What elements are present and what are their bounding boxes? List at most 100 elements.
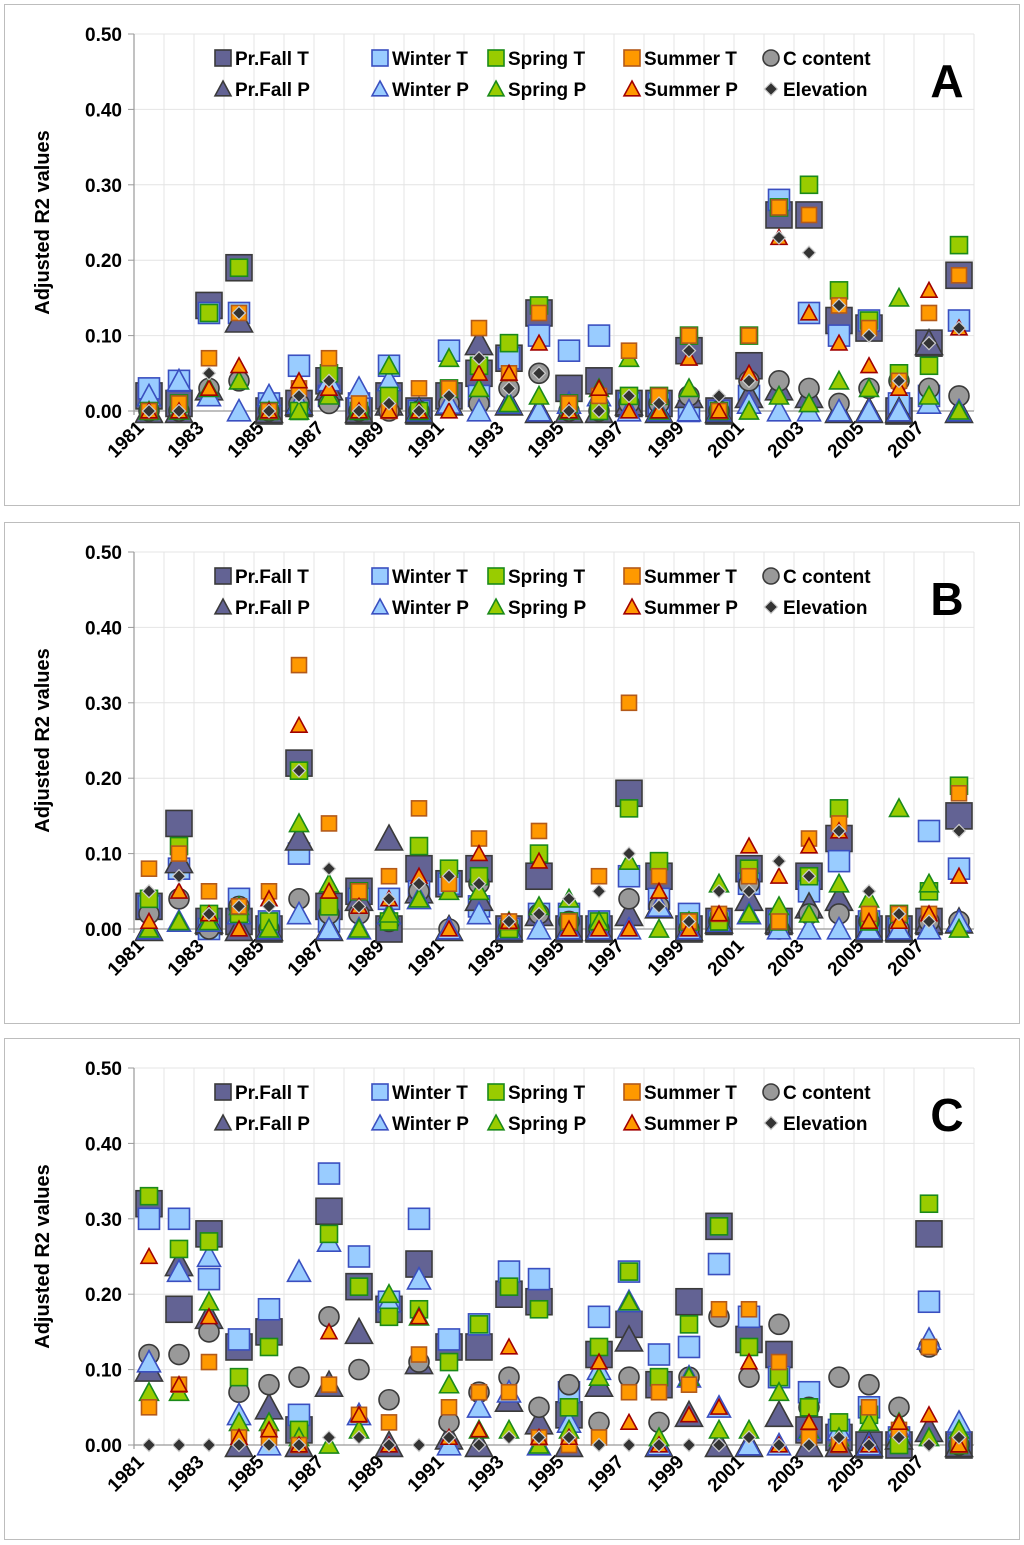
data-point	[619, 919, 639, 937]
data-point	[917, 1290, 941, 1314]
legend-label: C content	[783, 49, 871, 70]
x-tick-label: 2001	[704, 935, 749, 980]
legend-label: Elevation	[783, 1114, 867, 1135]
data-point	[531, 906, 547, 922]
data-point	[171, 868, 187, 884]
data-point	[409, 836, 429, 856]
data-point	[561, 403, 577, 419]
data-point	[317, 1162, 341, 1185]
data-point	[137, 1207, 161, 1231]
data-point	[527, 1267, 551, 1291]
legend-label: Winter P	[392, 1114, 469, 1135]
x-tick-label: 2005	[824, 417, 869, 462]
data-point	[915, 1220, 943, 1248]
data-point	[950, 266, 968, 284]
data-point	[199, 378, 219, 396]
data-point	[288, 812, 310, 833]
data-point	[441, 388, 457, 404]
data-point	[681, 1437, 697, 1453]
data-point	[315, 1197, 343, 1226]
legend-marker	[486, 597, 506, 615]
data-point	[587, 324, 611, 347]
data-point	[166, 1258, 192, 1283]
data-point	[799, 836, 819, 854]
data-point	[951, 320, 967, 336]
x-tick-label: 1993	[464, 418, 509, 463]
data-point	[680, 1376, 698, 1393]
legend-marker	[486, 79, 506, 97]
data-point	[799, 1412, 819, 1430]
data-point	[200, 882, 218, 900]
y-tick-label: 0.20	[85, 251, 122, 272]
data-point	[741, 373, 757, 389]
data-point	[681, 914, 697, 929]
data-point	[499, 1337, 519, 1355]
y-tick-label: 0.00	[85, 402, 122, 423]
x-tick-label: 1981	[104, 935, 149, 980]
data-point	[945, 802, 973, 830]
legend-label: Spring P	[508, 80, 586, 101]
data-point	[200, 349, 218, 367]
data-point	[771, 230, 787, 245]
data-point	[860, 1398, 878, 1416]
data-point	[141, 403, 157, 419]
legend-label: Winter T	[392, 567, 468, 588]
chart-panel-a: 0.00 0.10 0.20 0.30 0.40 0.50 1981 1983 1985 1987…	[4, 4, 1020, 506]
x-tick-label: 1991	[404, 1451, 449, 1496]
data-point	[411, 1437, 427, 1453]
data-point	[831, 298, 847, 313]
data-point	[441, 868, 457, 884]
data-point	[619, 799, 639, 818]
legend-marker	[213, 597, 233, 615]
data-point	[259, 1337, 279, 1357]
legend-marker	[763, 1115, 779, 1131]
y-tick-label: 0.20	[85, 1285, 122, 1306]
data-point	[321, 1430, 337, 1445]
data-point	[739, 836, 759, 854]
series-summer-t	[140, 656, 968, 930]
data-point	[374, 823, 404, 851]
legend-label: Pr.Fall P	[235, 1114, 310, 1135]
data-point	[170, 845, 188, 862]
data-point	[141, 883, 157, 899]
data-point	[288, 399, 310, 420]
data-point	[347, 1245, 371, 1268]
data-point	[831, 823, 847, 839]
data-point	[557, 339, 581, 362]
data-point	[948, 399, 970, 420]
data-point	[468, 377, 490, 398]
x-tick-label: 1995	[524, 1451, 569, 1496]
legend-marker	[371, 49, 389, 67]
data-point	[648, 917, 670, 938]
data-point	[469, 1315, 489, 1334]
data-point	[856, 397, 882, 422]
data-point	[346, 375, 372, 399]
data-point	[351, 403, 367, 419]
data-point	[470, 319, 488, 337]
data-point	[948, 917, 970, 938]
data-point	[531, 1430, 547, 1445]
data-point	[320, 815, 338, 832]
data-point	[710, 1300, 728, 1318]
data-point	[469, 843, 489, 862]
data-point	[769, 866, 789, 884]
data-point	[529, 1299, 549, 1319]
legend-marker	[762, 49, 780, 67]
data-point	[290, 656, 308, 674]
data-point	[349, 1405, 369, 1423]
data-point	[169, 1239, 189, 1259]
data-point	[348, 917, 370, 938]
data-point	[319, 881, 339, 899]
data-point	[197, 1267, 221, 1291]
data-point	[528, 384, 550, 405]
y-tick-label: 0.40	[85, 100, 122, 121]
x-tick-label: 1983	[164, 418, 209, 463]
legend-marker	[214, 49, 232, 67]
legend-marker	[763, 599, 779, 615]
legend-label: Spring T	[508, 49, 585, 70]
data-point	[921, 335, 937, 351]
data-point	[199, 303, 219, 323]
data-point	[407, 1207, 431, 1231]
data-point	[466, 900, 492, 925]
legend-label: C content	[783, 567, 871, 588]
